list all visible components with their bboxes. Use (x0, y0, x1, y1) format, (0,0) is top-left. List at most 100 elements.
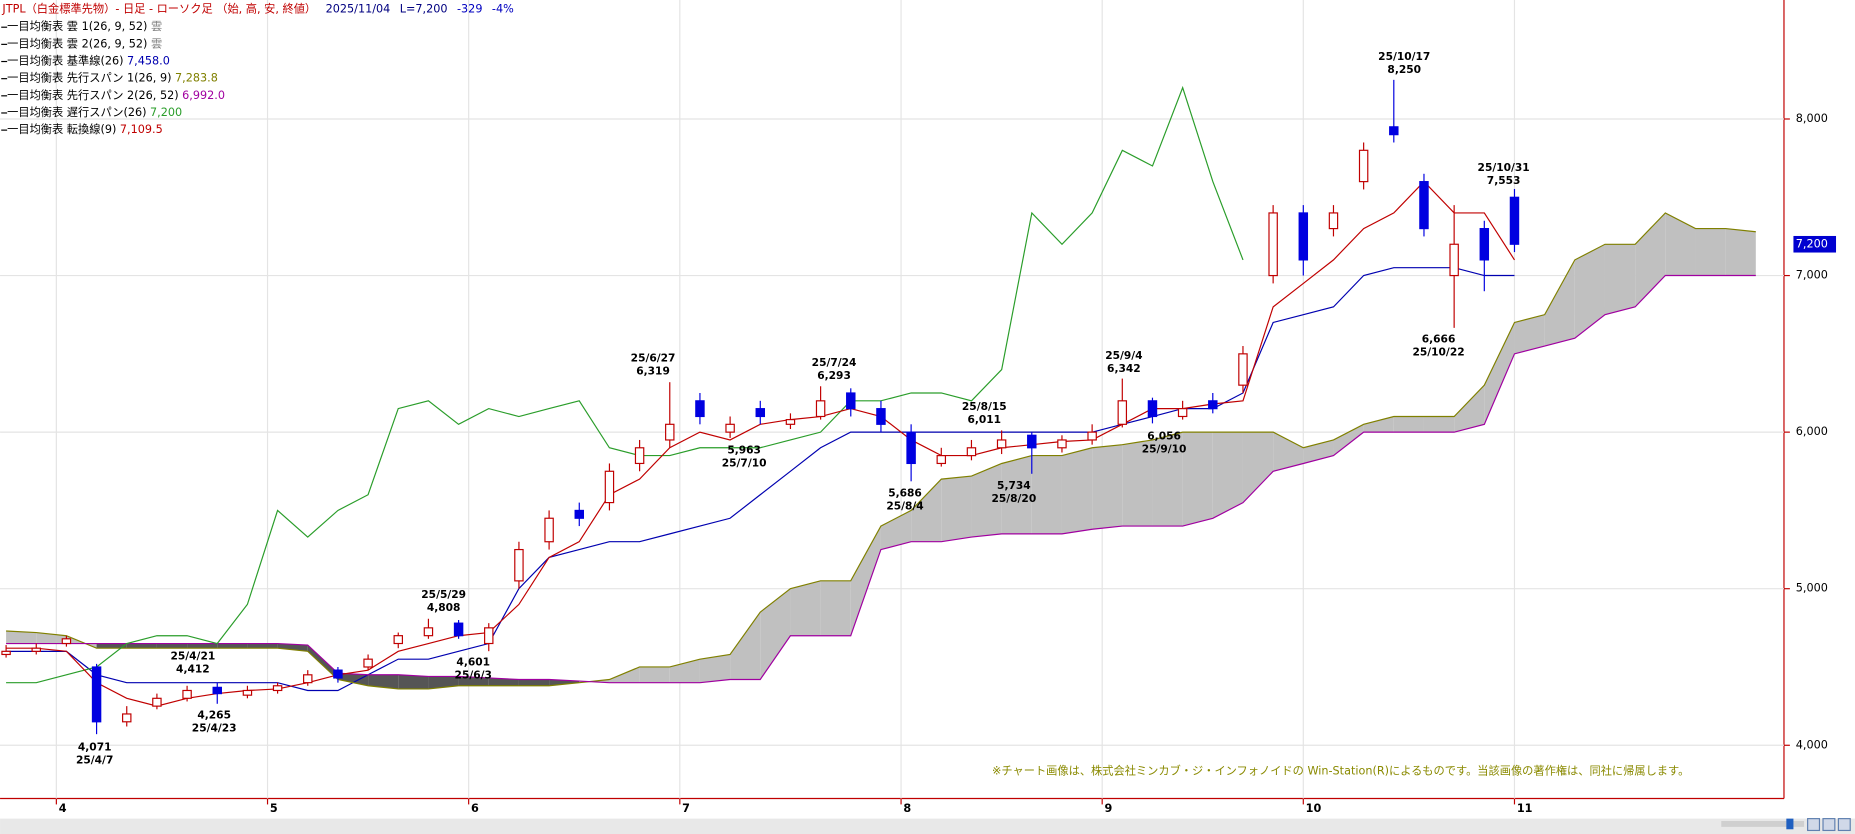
legend-value: 雲 (151, 37, 162, 50)
annotation-date: 25/10/22 (1412, 346, 1464, 359)
annotation-date: 25/7/24 (812, 356, 857, 369)
scrollbar[interactable] (0, 818, 1855, 834)
legend-value: 7,109.5 (120, 123, 163, 136)
zoom-slider[interactable] (1721, 820, 1805, 827)
candle-body (91, 666, 102, 723)
indicator-line (6, 212, 1756, 690)
cloud-bullish (1484, 322, 1515, 425)
candles (1, 79, 1520, 735)
cloud-bearish (156, 643, 188, 649)
candle-body (1358, 149, 1369, 183)
x-tick-label: 8 (903, 802, 911, 815)
annotation-price: 8,250 (1387, 63, 1421, 76)
cloud-bearish (307, 645, 338, 680)
legend-entry: 一目均衡表 先行スパン 1(26, 9) 7,283.8 (7, 71, 218, 85)
cloud-bullish (971, 463, 1002, 538)
candle-body (242, 689, 253, 696)
annotation-price: 4,265 (197, 709, 231, 722)
cloud-bearish (217, 643, 248, 649)
y-tick-label: 4,000 (1796, 738, 1828, 751)
legend-entry: 一目均衡表 雲 1(26, 9, 52) 雲 (7, 19, 162, 33)
date: 2025/11/04 (326, 2, 391, 15)
cloud-bullish (1001, 455, 1032, 534)
candle-body (1479, 228, 1490, 261)
x-tick-label: 4 (59, 802, 67, 815)
x-tick-label: 10 (1306, 802, 1322, 815)
annotation-price: 6,293 (817, 369, 851, 382)
candle-body (906, 431, 916, 465)
candle-body (604, 470, 615, 504)
fit-button[interactable] (1837, 818, 1851, 832)
cloud-bullish (1122, 439, 1153, 527)
cloud-bullish (1574, 244, 1605, 339)
candle-body (31, 647, 41, 652)
candle-body (484, 627, 494, 645)
legend-name: 一目均衡表 基準線(26) (7, 54, 123, 68)
zoom-thumb[interactable] (1786, 818, 1794, 830)
annotation-date: 25/6/27 (631, 351, 676, 364)
cloud-bearish (126, 643, 157, 649)
cloud-bullish (1333, 424, 1364, 456)
y-tick-label: 8,000 (1796, 112, 1828, 125)
cloud-bullish (699, 654, 731, 683)
annotation-date: 25/10/31 (1478, 161, 1530, 174)
annotation-date: 25/8/15 (962, 400, 1007, 413)
annotation-price: 6,666 (1422, 333, 1456, 346)
candle-body (996, 439, 1007, 449)
cloud-bearish (247, 643, 278, 649)
candle-body (61, 638, 72, 645)
legend-value: 7,200 (150, 106, 182, 119)
legend-value: 7,458.0 (127, 55, 170, 68)
candle-body (1087, 431, 1097, 441)
candle-body (1298, 212, 1309, 261)
cloud-bullish (1152, 432, 1183, 527)
candle-body (634, 447, 645, 465)
annotation-price: 4,601 (456, 655, 490, 668)
candle-body (544, 517, 554, 543)
legend-entry: 一目均衡表 基準線(26) 7,458.0 (7, 54, 170, 68)
legend-name: 一目均衡表 先行スパン 2(26, 52) (7, 88, 178, 102)
annotation-date: 25/4/21 (171, 650, 216, 663)
candle-body (272, 685, 283, 692)
annotation-price: 6,056 (1147, 430, 1181, 443)
legend-name: 一目均衡表 転換線(9) (7, 122, 116, 136)
x-tick-label: 9 (1105, 802, 1113, 815)
annotation-date: 25/8/4 (886, 499, 923, 512)
annotation-date: 25/10/17 (1378, 50, 1430, 63)
candle-body (846, 392, 856, 410)
candle-body (393, 635, 403, 645)
cloud-bullish (1212, 432, 1243, 519)
annotation-date: 25/4/23 (192, 722, 237, 735)
cloud-bearish (337, 673, 369, 686)
title: JTPL（白金標準先物）- 日足 - ローソク足 （始, 高, 安, 終値） (1, 1, 316, 15)
candle-body (303, 674, 313, 684)
zoom-out-button[interactable] (1822, 818, 1836, 832)
cloud-bullish (941, 475, 972, 542)
x-tick-label: 7 (682, 802, 690, 815)
cloud-bullish (1182, 432, 1213, 527)
cloud-bullish (880, 510, 912, 550)
cloud-bearish (518, 679, 550, 686)
cloud-bullish (1061, 447, 1093, 534)
cloud-bearish (368, 674, 399, 689)
annotation-price: 5,734 (997, 479, 1031, 492)
x-axis-strip (0, 798, 1855, 819)
legend-entry: 一目均衡表 転換線(9) 7,109.5 (7, 122, 163, 136)
cloud-bullish (1273, 432, 1304, 472)
cloud-bullish (760, 588, 791, 680)
cloud-bullish (790, 580, 821, 636)
candle-body (363, 658, 373, 668)
candle-body (1, 650, 11, 656)
legend-value: 雲 (151, 20, 162, 33)
cloud-bearish (458, 676, 489, 686)
cloud-bullish (1695, 228, 1726, 276)
zoom-in-button[interactable] (1807, 818, 1821, 832)
annotation-date: 25/4/7 (76, 754, 113, 767)
candle-body (514, 548, 524, 582)
cloud-bullish (820, 580, 851, 636)
legend-value: 7,283.8 (175, 72, 218, 85)
cloud-bearish (488, 677, 519, 686)
y-tick-label: 7,000 (1796, 269, 1828, 282)
footnote: ※チャート画像は、株式会社ミンカブ・ジ・インフォノイドの Win-Station… (992, 763, 1689, 777)
